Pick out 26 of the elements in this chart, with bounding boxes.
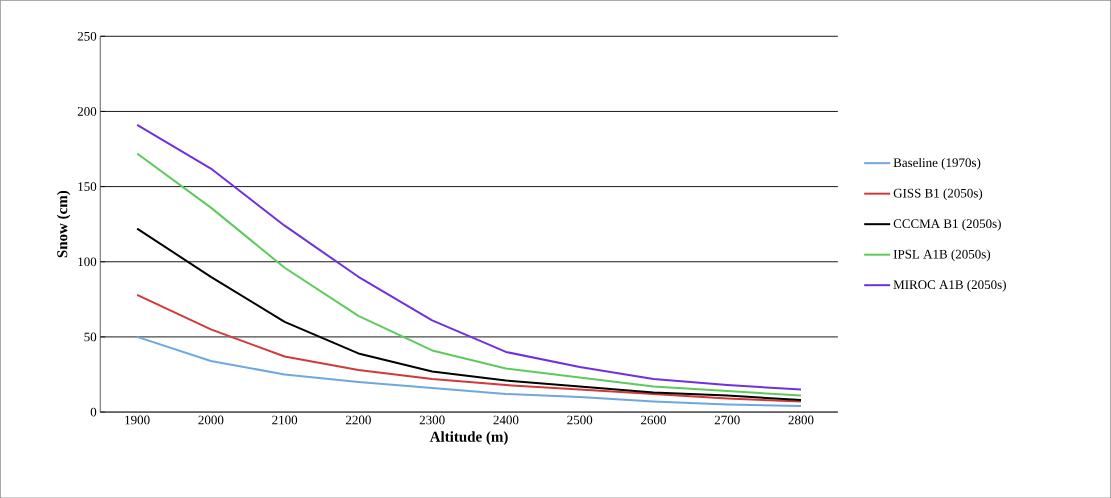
x-tick-label: 2400 bbox=[493, 415, 519, 425]
x-tick-label: 2800 bbox=[788, 415, 814, 425]
legend-label: Baseline (1970s) bbox=[893, 157, 981, 170]
line-series bbox=[136, 227, 802, 401]
y-tick-label: 200 bbox=[77, 106, 97, 116]
x-tick-label: 2700 bbox=[714, 415, 740, 425]
legend-label: MIROC A1B (2050s) bbox=[893, 279, 1006, 292]
y-tick-label: 250 bbox=[77, 31, 97, 41]
x-tick-label: 2100 bbox=[272, 415, 298, 425]
legend-label: GISS B1 (2050s) bbox=[893, 188, 983, 201]
legend-label: CCCMA B1 (2050s) bbox=[893, 218, 1001, 231]
x-axis-title: Altitude (m) bbox=[429, 431, 508, 445]
y-tick-label: 0 bbox=[90, 407, 97, 417]
x-tick-label: 2000 bbox=[198, 415, 224, 425]
x-tick-label: 2600 bbox=[641, 415, 666, 425]
y-tick-label: 100 bbox=[78, 257, 97, 266]
x-tick-label: 2500 bbox=[567, 415, 593, 425]
legend-label: IPSL A1B (2050s) bbox=[893, 249, 991, 262]
y-axis-title: Snow (cm) bbox=[56, 190, 71, 258]
y-tick-label: 50 bbox=[84, 332, 97, 342]
x-tick-label: 2200 bbox=[345, 415, 371, 425]
x-tick-label: 2300 bbox=[419, 415, 445, 425]
line-series bbox=[136, 293, 802, 403]
x-tick-label: 1900 bbox=[125, 415, 150, 425]
line-series bbox=[136, 335, 802, 407]
y-tick-label: 150 bbox=[78, 182, 97, 191]
